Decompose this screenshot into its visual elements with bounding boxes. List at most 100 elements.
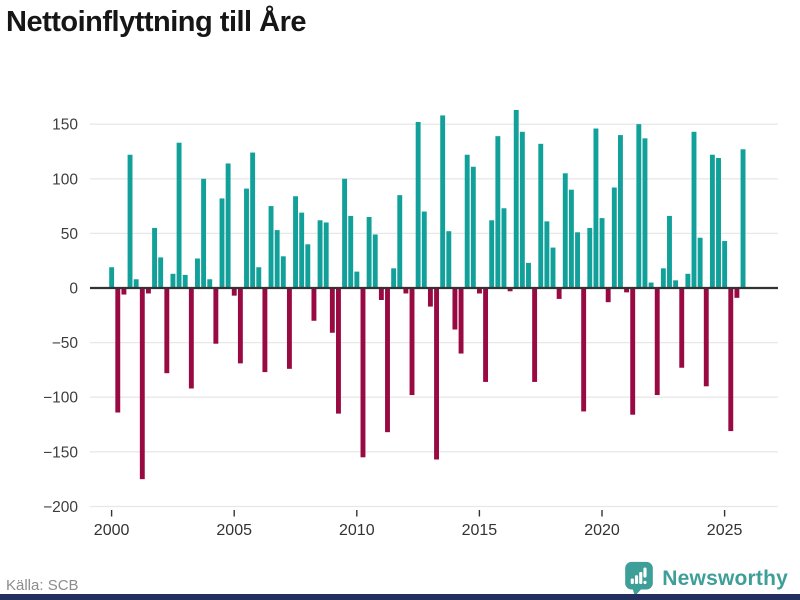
y-axis-label: −100: [43, 390, 78, 407]
bar-2008-q4: [323, 222, 329, 288]
bar-2020-q3: [611, 187, 617, 288]
bar-2006-q3: [268, 206, 274, 288]
bar-2004-q3: [219, 198, 225, 288]
y-axis-label: −150: [43, 444, 78, 461]
bar-chart: 150 100 50 0 −50 −100 −150 −200 2000 2005 2010 2015…: [43, 109, 778, 539]
bar-2009-q2: [336, 288, 341, 414]
bar-2007-q4: [299, 212, 305, 288]
bar-2023-q2: [679, 288, 685, 368]
bar-2016-q1: [501, 208, 507, 288]
bar-2002-q4: [176, 142, 182, 288]
bar-2011-q1: [378, 288, 384, 301]
bar-2013-q1: [427, 288, 433, 307]
bar-2014-q2: [458, 288, 464, 354]
bar-2004-q4: [225, 163, 231, 288]
bar-2015-q2: [483, 288, 489, 382]
bar-2013-q4: [446, 231, 452, 288]
newsworthy-icon: [625, 561, 654, 596]
source-label: Källa: SCB: [6, 577, 79, 594]
bar-2010-q4: [372, 234, 378, 288]
bar-2021-q4: [642, 138, 648, 288]
bar-2018-q3: [562, 173, 568, 288]
chart-title: Nettoinflyttning till Åre: [6, 6, 307, 38]
x-axis-label: 2025: [707, 522, 743, 539]
bar-2008-q3: [317, 220, 323, 288]
bar-2007-q1: [280, 256, 286, 288]
bar-2017-q3: [538, 143, 544, 288]
bar-2009-q4: [348, 215, 354, 288]
bar-2007-q3: [293, 196, 298, 288]
bar-2005-q2: [237, 288, 243, 364]
bar-2008-q1: [305, 244, 311, 288]
bar-2023-q3: [685, 273, 691, 288]
bar-2019-q1: [575, 232, 580, 288]
bar-2012-q4: [421, 211, 427, 288]
bar-2002-q1: [158, 257, 164, 288]
bar-2012-q1: [403, 288, 409, 294]
bar-2019-q3: [587, 227, 593, 288]
bar-2006-q2: [262, 288, 268, 373]
bar-2010-q1: [354, 271, 360, 288]
bar-2022-q2: [654, 288, 660, 396]
bar-2025-q3: [734, 288, 740, 298]
x-axis-label: 2000: [94, 522, 130, 539]
bar-2002-q2: [164, 288, 170, 374]
bar-2012-q2: [409, 288, 415, 396]
bar-2011-q2: [385, 288, 390, 433]
bar-2005-q1: [231, 288, 237, 296]
bar-2022-q3: [660, 268, 666, 288]
y-axis-label: 0: [69, 281, 78, 298]
bar-2000-q4: [127, 154, 133, 288]
bar-2025-q4: [740, 149, 746, 288]
bar-2014-q4: [470, 166, 476, 288]
y-axis-label: 150: [52, 117, 78, 134]
bar-2001-q1: [133, 279, 139, 288]
bar-2022-q4: [667, 215, 672, 288]
bar-2015-q1: [477, 288, 482, 294]
bar-2014-q3: [464, 154, 470, 288]
bar-2010-q3: [366, 217, 372, 288]
bar-2015-q4: [495, 136, 501, 288]
bar-2012-q3: [415, 121, 421, 288]
bar-2019-q2: [581, 288, 587, 412]
bar-2025-q1: [722, 241, 728, 288]
bar-2003-q3: [195, 258, 200, 288]
bar-2016-q4: [519, 131, 525, 288]
bar-2005-q3: [244, 188, 249, 288]
bar-2020-q2: [605, 288, 611, 303]
y-axis-label: 50: [61, 226, 79, 243]
newsworthy-wordmark: Newsworthy: [662, 566, 788, 590]
bar-2003-q4: [201, 178, 207, 288]
y-axis-label: −50: [52, 335, 79, 352]
bar-2024-q2: [703, 288, 709, 387]
bar-2007-q2: [286, 288, 292, 369]
bar-2021-q3: [636, 124, 642, 288]
bar-2025-q2: [728, 288, 734, 432]
y-axis-label: −200: [43, 499, 78, 516]
newsworthy-logo: Newsworthy: [624, 561, 788, 596]
x-axis-label: 2010: [339, 522, 375, 539]
bar-2024-q3: [709, 154, 715, 288]
bar-2020-q1: [599, 218, 605, 288]
x-axis-label: 2020: [584, 522, 620, 539]
bar-2001-q3: [145, 288, 151, 294]
bar-2016-q3: [513, 109, 519, 289]
bottom-accent-bar: [0, 594, 800, 600]
bar-2009-q1: [329, 288, 335, 333]
bar-2024-q4: [716, 158, 721, 288]
bar-2001-q2: [139, 288, 145, 480]
bar-2010-q2: [360, 288, 366, 458]
x-axis-label: 2015: [462, 522, 498, 539]
bar-2011-q3: [391, 268, 397, 288]
bar-2022-q1: [648, 282, 654, 288]
bar-2016-q2: [507, 288, 513, 292]
bar-2018-q4: [568, 189, 574, 288]
bar-2015-q3: [489, 220, 495, 288]
bar-2023-q4: [691, 131, 697, 288]
bar-2002-q3: [170, 273, 176, 288]
bar-2009-q3: [342, 178, 348, 288]
bar-2006-q4: [274, 230, 280, 288]
bar-2019-q4: [593, 128, 599, 288]
bar-2013-q3: [440, 115, 446, 288]
